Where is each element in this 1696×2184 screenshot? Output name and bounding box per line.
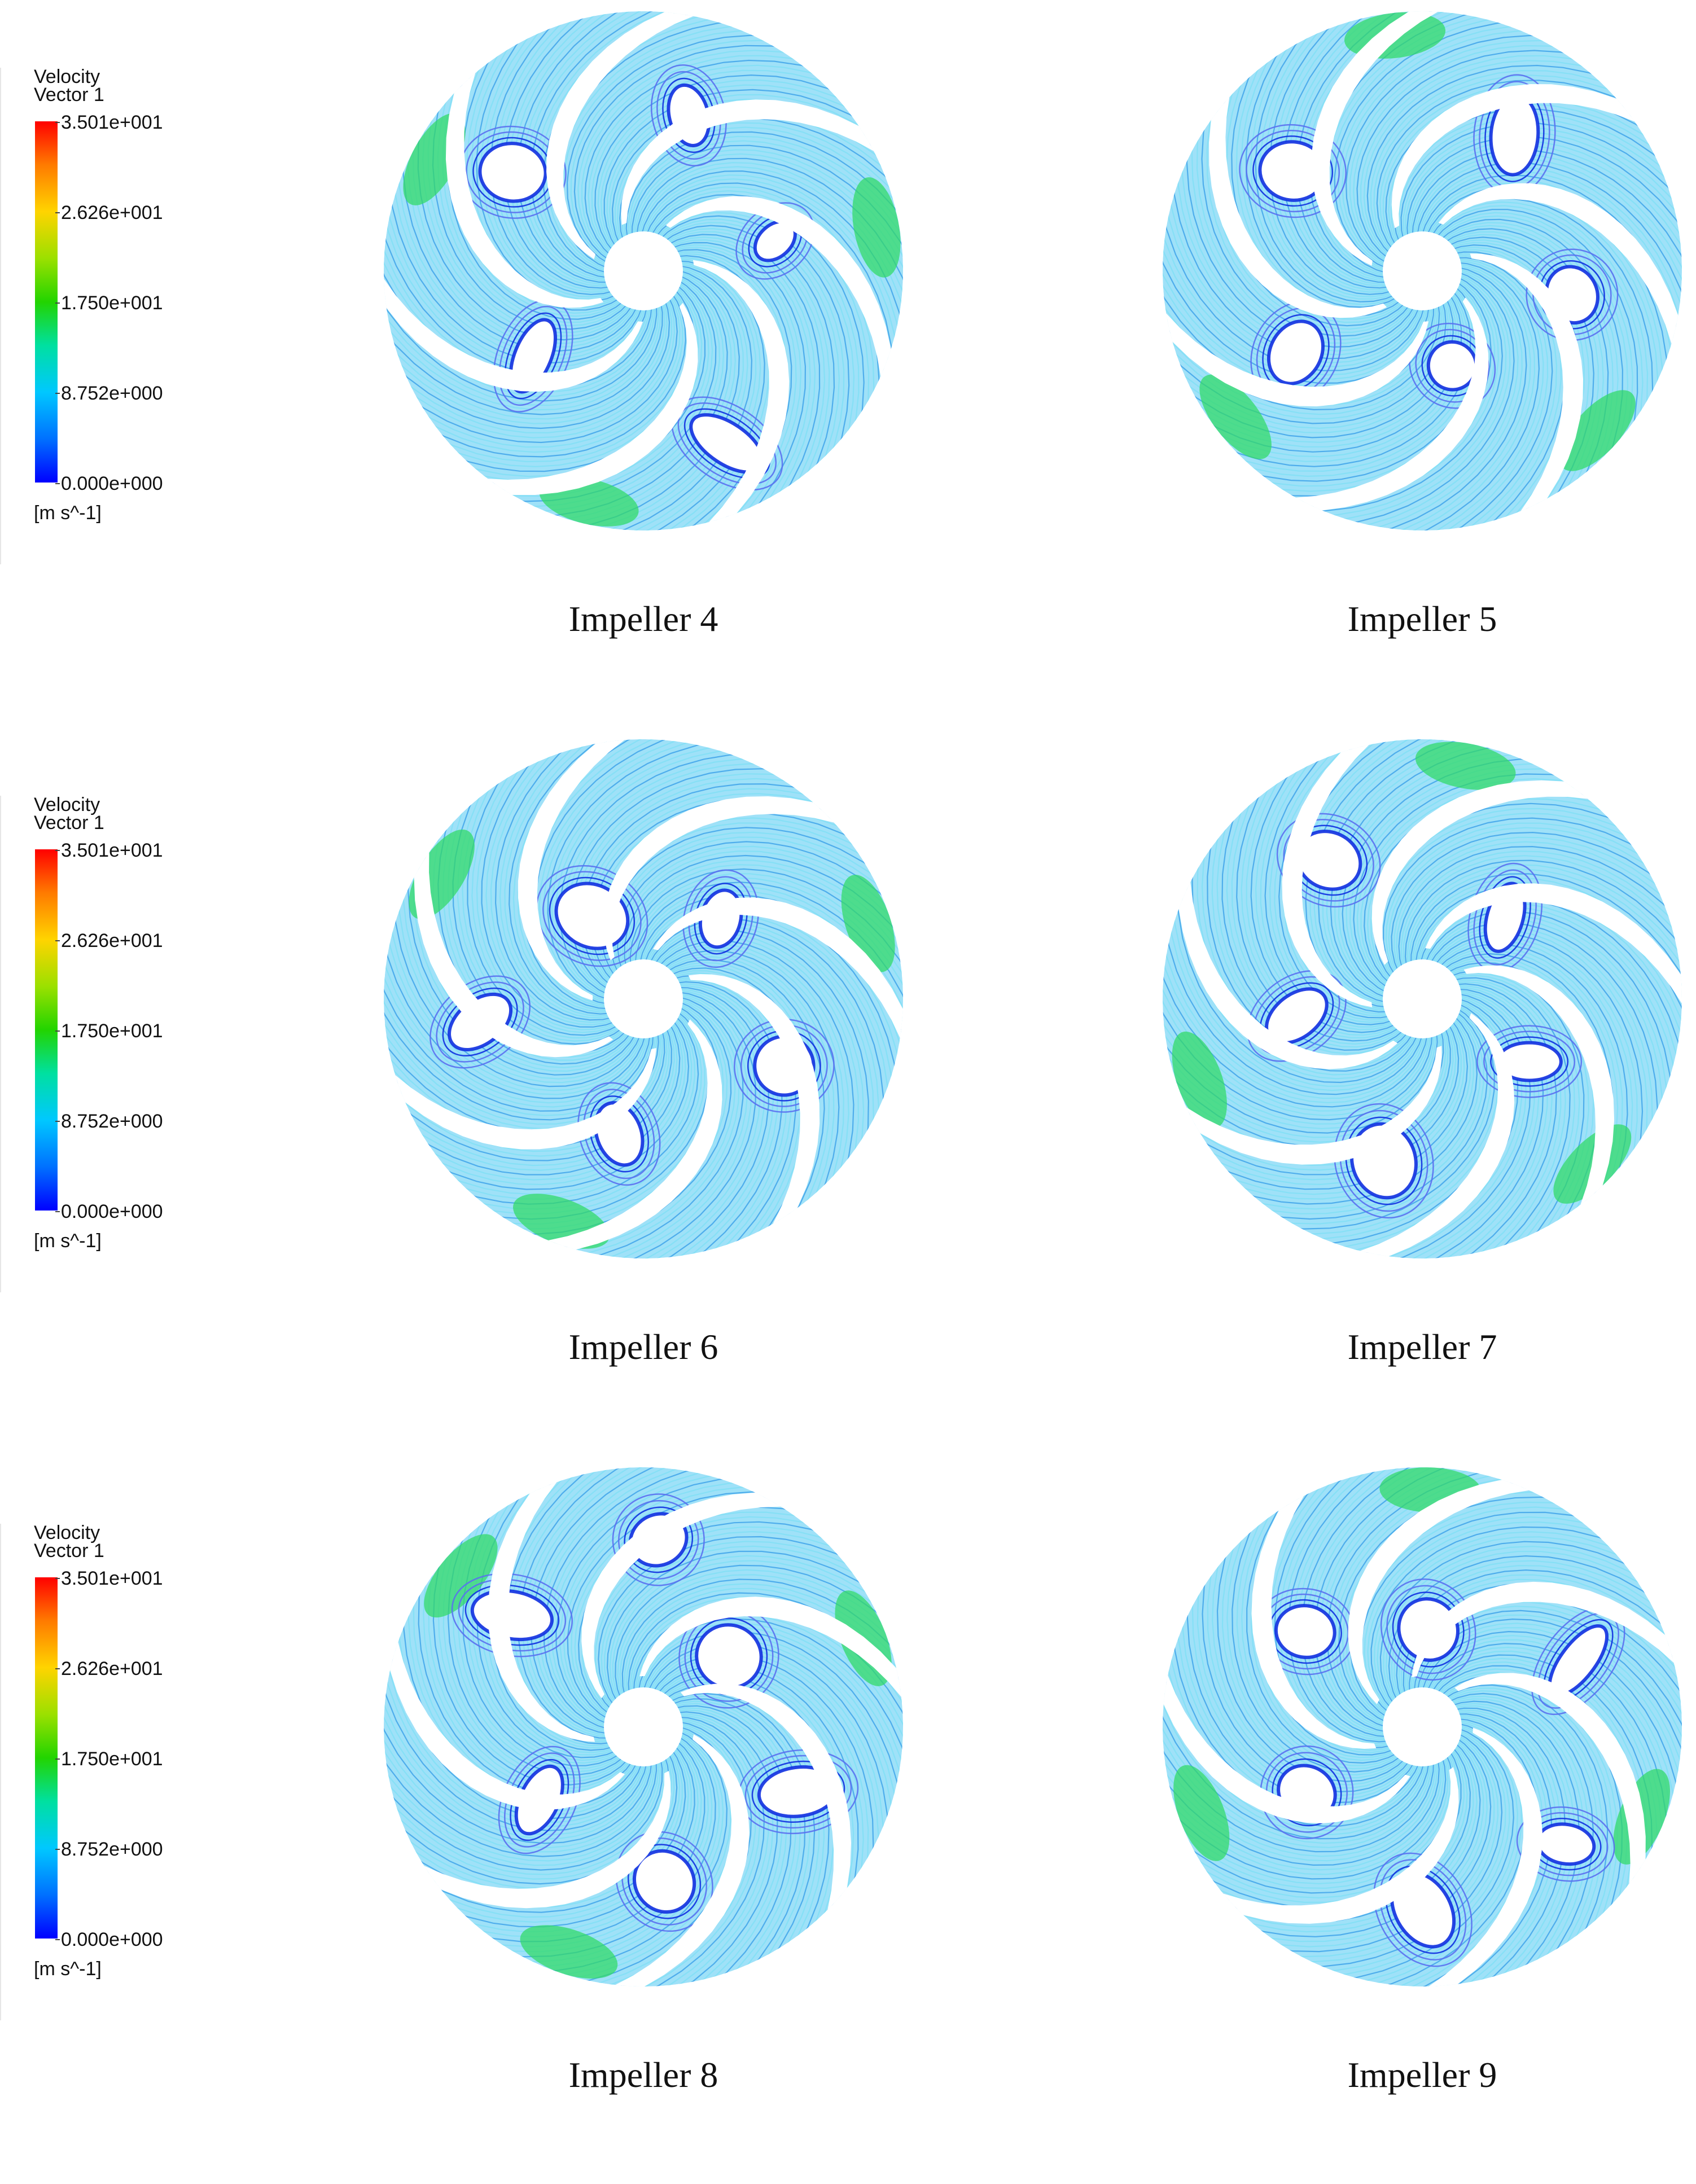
legend-tick: 8.752e+000	[55, 383, 163, 404]
legend-title-line2: Vector 1	[34, 84, 104, 106]
impeller-7-panel: Impeller 7	[1151, 728, 1693, 1456]
legend-divider	[0, 1524, 1, 2020]
legend-divider	[0, 796, 1, 1292]
impeller-7-flow-field	[1163, 739, 1682, 1258]
velocity-legend: Velocity Vector 1 3.501e+001 2.626e+001 …	[28, 1522, 198, 2032]
legend-title-line1: Velocity	[34, 794, 100, 815]
legend-color-bar	[35, 849, 58, 1211]
legend-tick: 1.750e+001	[55, 1020, 163, 1042]
legend-tick: 8.752e+000	[55, 1839, 163, 1860]
impeller-5-caption: Impeller 5	[1347, 599, 1497, 639]
legend-title-line2: Vector 1	[34, 1540, 104, 1562]
row-2: Velocity Vector 1 3.501e+001 2.626e+001 …	[0, 728, 1696, 1456]
legend-color-bar	[35, 121, 58, 483]
legend-title: Velocity Vector 1	[34, 66, 104, 106]
velocity-legend: Velocity Vector 1 3.501e+001 2.626e+001 …	[28, 794, 198, 1304]
legend-tick: 2.626e+001	[55, 930, 163, 951]
legend-title-line1: Velocity	[34, 1522, 100, 1543]
legend-tick: 3.501e+001	[55, 112, 163, 133]
impeller-4-flow-field	[384, 11, 903, 530]
legend-color-bar	[35, 1577, 58, 1939]
legend-tick: 0.000e+000	[55, 1929, 163, 1950]
impeller-9-panel: Impeller 9	[1151, 1456, 1693, 2184]
legend-tick: 2.626e+001	[55, 202, 163, 223]
legend-unit: [m s^-1]	[34, 502, 102, 524]
impeller-8-flow-field	[384, 1467, 903, 1986]
impeller-8-caption: Impeller 8	[568, 2055, 718, 2095]
legend-tick: 1.750e+001	[55, 1748, 163, 1770]
impeller-6-caption: Impeller 6	[568, 1327, 718, 1367]
impeller-5-panel: Impeller 5	[1151, 0, 1693, 728]
legend-tick: 2.626e+001	[55, 1658, 163, 1679]
legend-tick: 3.501e+001	[55, 840, 163, 861]
legend-tick: 3.501e+001	[55, 1568, 163, 1589]
velocity-legend: Velocity Vector 1 3.501e+001 2.626e+001 …	[28, 66, 198, 576]
impeller-6-flow-field	[384, 739, 903, 1258]
legend-tick: 8.752e+000	[55, 1111, 163, 1132]
impeller-9-flow-field	[1163, 1467, 1682, 1986]
impeller-4-caption: Impeller 4	[568, 599, 718, 639]
impeller-8-panel: Impeller 8	[372, 1456, 914, 2184]
legend-title: Velocity Vector 1	[34, 1522, 104, 1562]
impeller-5-flow-field	[1163, 11, 1682, 530]
row-1: Velocity Vector 1 3.501e+001 2.626e+001 …	[0, 0, 1696, 728]
legend-tick: 0.000e+000	[55, 473, 163, 494]
row-3: Velocity Vector 1 3.501e+001 2.626e+001 …	[0, 1456, 1696, 2184]
legend-unit: [m s^-1]	[34, 1958, 102, 1980]
legend-divider	[0, 68, 1, 564]
impeller-4-panel: Impeller 4	[372, 0, 914, 728]
legend-tick: 0.000e+000	[55, 1201, 163, 1222]
impeller-7-caption: Impeller 7	[1347, 1327, 1497, 1367]
legend-unit: [m s^-1]	[34, 1230, 102, 1252]
legend-tick: 1.750e+001	[55, 292, 163, 314]
legend-title-line2: Vector 1	[34, 812, 104, 834]
legend-title-line1: Velocity	[34, 66, 100, 87]
impeller-6-panel: Impeller 6	[372, 728, 914, 1456]
legend-title: Velocity Vector 1	[34, 794, 104, 834]
impeller-9-caption: Impeller 9	[1347, 2055, 1497, 2095]
